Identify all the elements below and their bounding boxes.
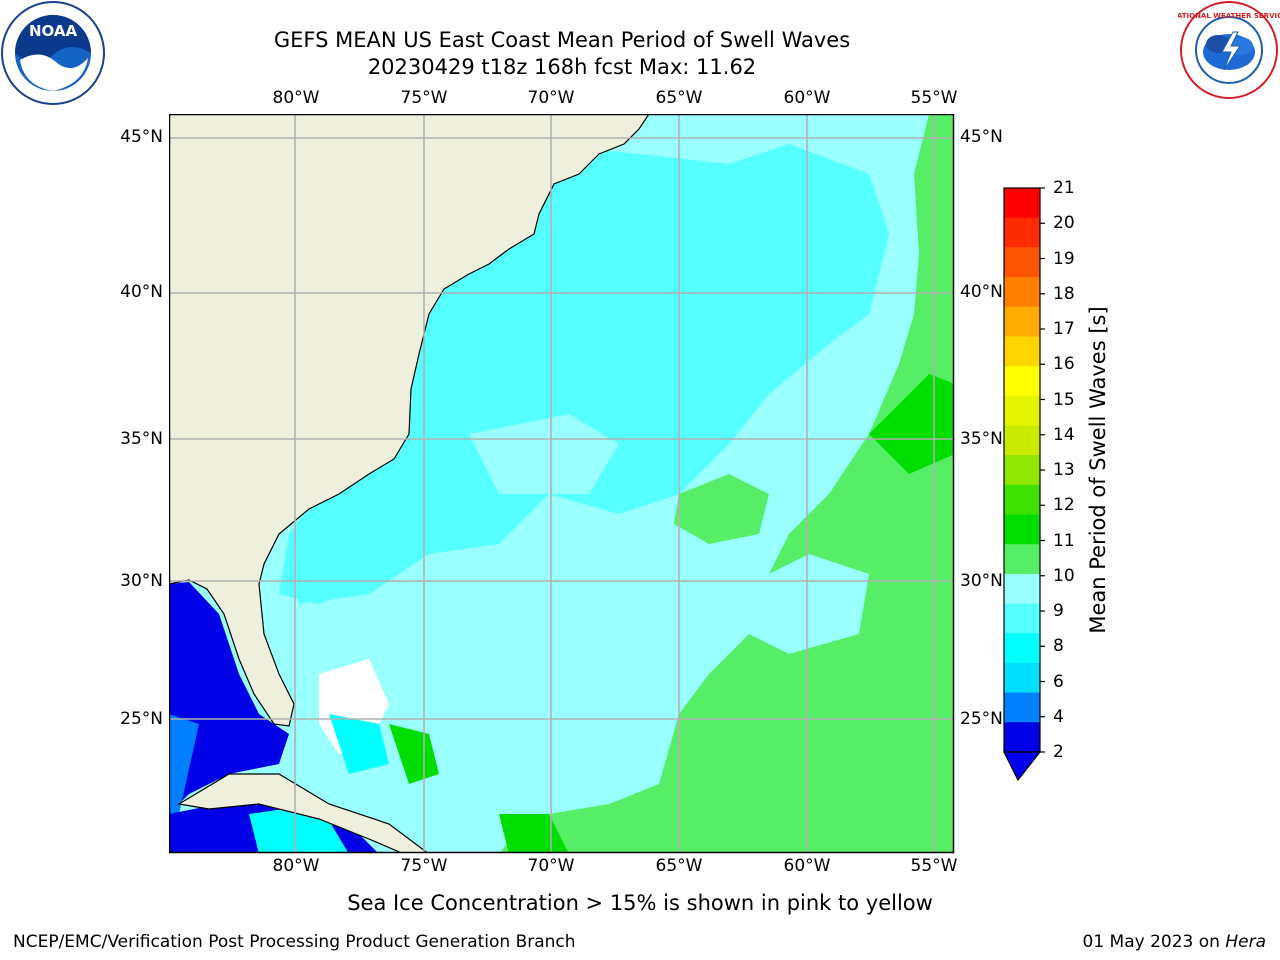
lat-label-right: 25°N	[960, 709, 1003, 729]
colorbar-tick-label: 10	[1053, 565, 1075, 586]
lon-label-bottom: 75°W	[400, 856, 448, 876]
green-region	[499, 114, 954, 853]
date-text: 01 May 2023 on Hera	[1083, 932, 1267, 952]
lon-label-bottom: 80°W	[272, 856, 320, 876]
colorbar-segment	[1004, 692, 1040, 723]
colorbar-segment	[1004, 514, 1040, 545]
colorbar-extend-triangle	[1003, 751, 1042, 782]
colorbar-segment	[1004, 247, 1040, 278]
colorbar	[1003, 187, 1045, 782]
colorbar-tick-label: 2	[1053, 742, 1064, 762]
lat-label-right: 30°N	[960, 571, 1003, 591]
us-land	[169, 114, 650, 727]
lon-label-bottom: 70°W	[527, 856, 575, 876]
lat-label-left: 35°N	[120, 429, 163, 449]
colorbar-tick-label: 19	[1053, 248, 1075, 269]
colorbar-segment	[1004, 603, 1040, 634]
machine-name: Hera	[1225, 932, 1266, 952]
green-patch-1	[674, 474, 769, 544]
colorbar-segment	[1004, 722, 1040, 753]
colorbar-tick-label: 11	[1053, 530, 1075, 551]
colorbar-label: Mean Period of Swell Waves [s]	[1086, 306, 1110, 634]
colorbar-tick-label: 4	[1053, 706, 1064, 727]
map-subtitle: 20230429 t18z 168h fcst Max: 11.62	[367, 55, 757, 79]
nws-logo-text: NATIONAL WEATHER SERVICE	[1178, 12, 1280, 20]
lon-label-top: 80°W	[272, 88, 320, 108]
colorbar-tick-label: 13	[1053, 460, 1075, 480]
lon-label-top: 60°W	[783, 88, 831, 108]
bahamas-cyan	[329, 714, 389, 774]
dark-green-1	[869, 374, 954, 474]
colorbar-segment	[1004, 395, 1040, 426]
colorbar-segment	[1004, 484, 1040, 516]
colorbar-segment	[1004, 188, 1040, 219]
colorbar-tick-label: 9	[1053, 601, 1064, 621]
nws-logo: NATIONAL WEATHER SERVICE	[1178, 1, 1280, 99]
colorbar-tick-label: 18	[1053, 283, 1075, 304]
colorbar-tick-label: 8	[1053, 636, 1064, 657]
map-title: GEFS MEAN US East Coast Mean Period of S…	[273, 28, 851, 52]
lon-label-top: 65°W	[655, 88, 703, 108]
map-frame	[169, 114, 955, 854]
colorbar-segment	[1004, 336, 1040, 367]
colorbar-tick-label: 17	[1053, 319, 1075, 339]
lon-label-bottom: 55°W	[910, 856, 958, 876]
date-value: 01 May 2023 on	[1082, 932, 1220, 952]
colorbar-tick-label: 6	[1053, 671, 1064, 692]
cuba-land	[177, 773, 429, 853]
lon-label-bottom: 60°W	[783, 856, 831, 876]
cyan-pocket	[729, 554, 869, 654]
noaa-logo-text: NOAA	[29, 22, 78, 40]
swell-period-map	[169, 114, 955, 854]
lon-label-top: 75°W	[400, 88, 448, 108]
cyan-south	[469, 414, 619, 494]
colorbar-segment	[1004, 455, 1040, 486]
colorbar-segment	[1004, 544, 1040, 575]
colorbar-segment	[1004, 306, 1040, 337]
noaa-logo: NOAA	[1, 1, 105, 105]
colorbar-segment	[1004, 573, 1040, 605]
colorbar-segment	[1004, 633, 1040, 664]
gulf-region	[169, 582, 289, 814]
lat-label-left: 40°N	[120, 282, 163, 302]
lat-label-left: 25°N	[120, 709, 163, 729]
credit-text: NCEP/EMC/Verification Post Processing Pr…	[13, 932, 576, 952]
lat-label-left: 30°N	[120, 571, 163, 591]
colorbar-segment	[1004, 662, 1040, 694]
lat-label-right: 45°N	[960, 127, 1003, 147]
colorbar-tick-label: 15	[1053, 389, 1075, 410]
lon-label-top: 55°W	[910, 88, 958, 108]
colorbar-tick-label: 21	[1053, 178, 1075, 198]
lat-label-right: 35°N	[960, 429, 1003, 449]
colorbar-tick-label: 12	[1053, 495, 1075, 516]
colorbar-tick-label: 16	[1053, 354, 1075, 375]
lat-label-left: 45°N	[120, 127, 163, 147]
sea-ice-note: Sea Ice Concentration > 15% is shown in …	[347, 891, 933, 915]
colorbar-segment	[1004, 217, 1040, 248]
colorbar-segment	[1004, 425, 1040, 456]
lat-label-right: 40°N	[960, 282, 1003, 302]
colorbar-tick-label: 14	[1053, 424, 1075, 445]
dark-green-3	[389, 724, 439, 784]
lon-label-bottom: 65°W	[655, 856, 703, 876]
colorbar-tick-label: 20	[1053, 213, 1075, 234]
graticule	[169, 114, 954, 853]
lon-label-top: 70°W	[527, 88, 575, 108]
colorbar-segment	[1004, 277, 1040, 308]
colorbar-segment	[1004, 366, 1040, 397]
